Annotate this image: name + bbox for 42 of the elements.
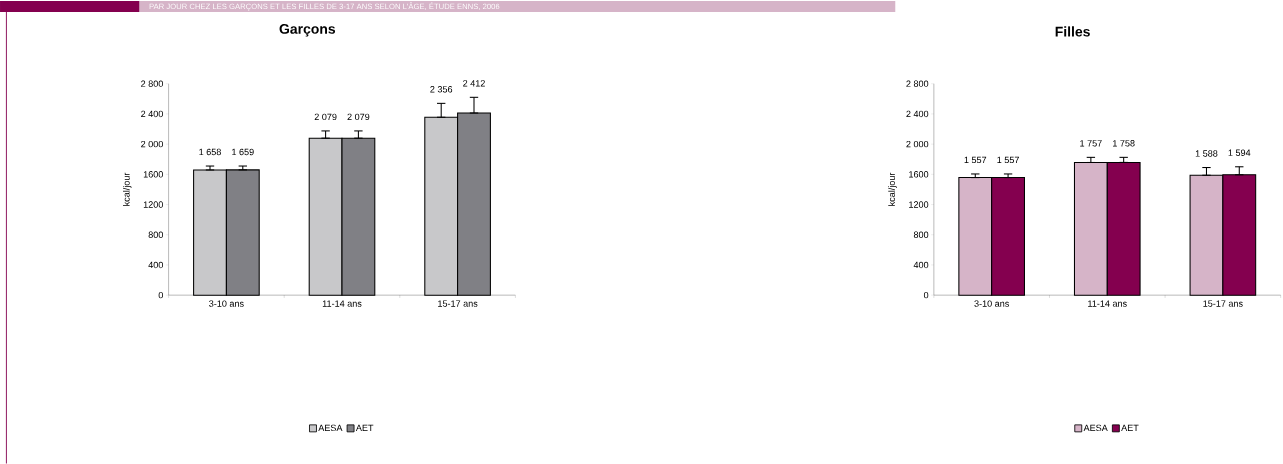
data-label: 1 557 — [964, 156, 987, 164]
y-tick-label: 2 000 — [906, 140, 929, 148]
y-axis-title: kcal/jour — [122, 172, 132, 206]
data-label: 2 079 — [347, 113, 370, 121]
data-label: 1 758 — [1113, 140, 1135, 147]
data-label: 2 356 — [430, 86, 453, 93]
x-tick-label: 15-17 ans — [438, 300, 478, 307]
data-label: 1 659 — [232, 148, 254, 156]
y-tick-label: 800 — [913, 231, 929, 238]
y-tick-label: 400 — [148, 261, 163, 269]
data-label: 1 588 — [1195, 150, 1218, 157]
y-axis-title: kcal/jour — [888, 172, 897, 206]
y-tick-label: 2 800 — [906, 80, 929, 87]
x-tick-label: 15-17 ans — [1203, 300, 1243, 307]
legend-label: AET — [1121, 424, 1139, 431]
x-tick-label: 3-10 ans — [209, 300, 244, 307]
x-tick-label: 3-10 ans — [974, 300, 1009, 307]
legend-label: AET — [355, 424, 374, 431]
y-tick-label: 2 800 — [141, 80, 163, 87]
y-tick-label: 1600 — [143, 171, 163, 178]
x-tick-label: 11-14 ans — [1088, 300, 1127, 307]
y-tick-label: 2 400 — [141, 110, 163, 118]
chart-title: Garçons — [279, 23, 336, 37]
data-label: 1 557 — [997, 156, 1019, 164]
y-tick-label: 0 — [923, 291, 929, 299]
data-label: 1 757 — [1080, 140, 1102, 147]
x-tick-label: 11-14 ans — [322, 300, 362, 307]
data-label: 1 658 — [199, 148, 221, 156]
y-tick-label: 400 — [913, 261, 929, 269]
chart-title: Filles — [1055, 26, 1090, 37]
y-tick-label: 1600 — [909, 171, 929, 178]
legend-label: AESA — [318, 424, 343, 432]
data-label: 2 412 — [463, 80, 485, 87]
legend-label: AESA — [1083, 424, 1108, 432]
data-label: 1 594 — [1228, 149, 1251, 156]
y-tick-label: 0 — [158, 291, 163, 299]
y-tick-label: 1200 — [143, 201, 163, 208]
y-tick-label: 1200 — [909, 201, 929, 208]
data-label: 2 079 — [314, 113, 337, 121]
y-tick-label: 2 400 — [906, 110, 929, 118]
y-tick-label: 2 000 — [141, 140, 163, 148]
y-tick-label: 800 — [148, 231, 163, 238]
